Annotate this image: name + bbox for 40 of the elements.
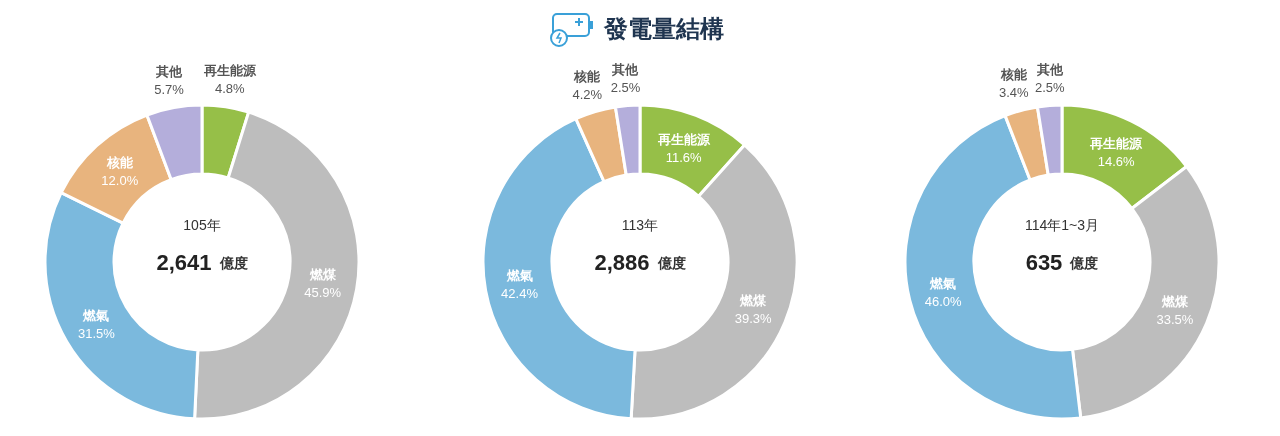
slice-label: 再生能源: [1089, 136, 1144, 152]
slice-label: 再生能源: [656, 131, 711, 147]
text: 億度: [1069, 255, 1099, 271]
text: 114年1~3月: [1024, 217, 1100, 233]
slice-label: 其他: [1035, 61, 1064, 77]
slice-label: 燃煤: [308, 267, 337, 283]
slice-label: 核能: [999, 67, 1028, 83]
text: 113年: [621, 217, 659, 233]
slice-label: 其他: [155, 63, 184, 79]
text: 2,641: [156, 250, 212, 275]
data-label: 42.4%: [501, 286, 539, 302]
data-label: 33.5%: [1156, 311, 1194, 327]
data-label: 5.7%: [154, 81, 185, 97]
slice-label: 燃氣: [929, 275, 957, 291]
data-label: 45.9%: [304, 285, 342, 301]
text: 2,886: [594, 250, 650, 275]
data-label: 4.2%: [572, 86, 603, 102]
text: 億度: [656, 255, 686, 271]
slice-label: 核能: [573, 68, 602, 84]
slice-label: 核能: [105, 155, 134, 171]
data-label: 2.5%: [610, 79, 641, 95]
data-label: 12.0%: [101, 173, 139, 189]
slice-label: 燃煤: [739, 292, 768, 308]
data-label: 3.4%: [998, 85, 1029, 101]
data-label: 39.3%: [734, 310, 773, 326]
slice-label: 其他: [611, 61, 640, 77]
data-label: 31.5%: [78, 326, 116, 342]
text: 635: [1025, 250, 1063, 275]
slice-label: 再生能源: [202, 63, 257, 79]
data-label: 4.8%: [215, 81, 246, 97]
data-label: 11.6%: [665, 149, 703, 165]
slice-label: 燃煤: [1160, 293, 1189, 309]
text: 億度: [218, 255, 248, 271]
slice-label: 燃氣: [82, 308, 110, 324]
chart-title: 發電量結構: [603, 15, 724, 42]
text: 105年: [183, 217, 221, 233]
data-label: 2.5%: [1035, 79, 1066, 95]
slice-label: 燃氣: [505, 268, 533, 284]
data-label: 46.0%: [924, 293, 963, 309]
data-label: 14.6%: [1097, 154, 1136, 170]
